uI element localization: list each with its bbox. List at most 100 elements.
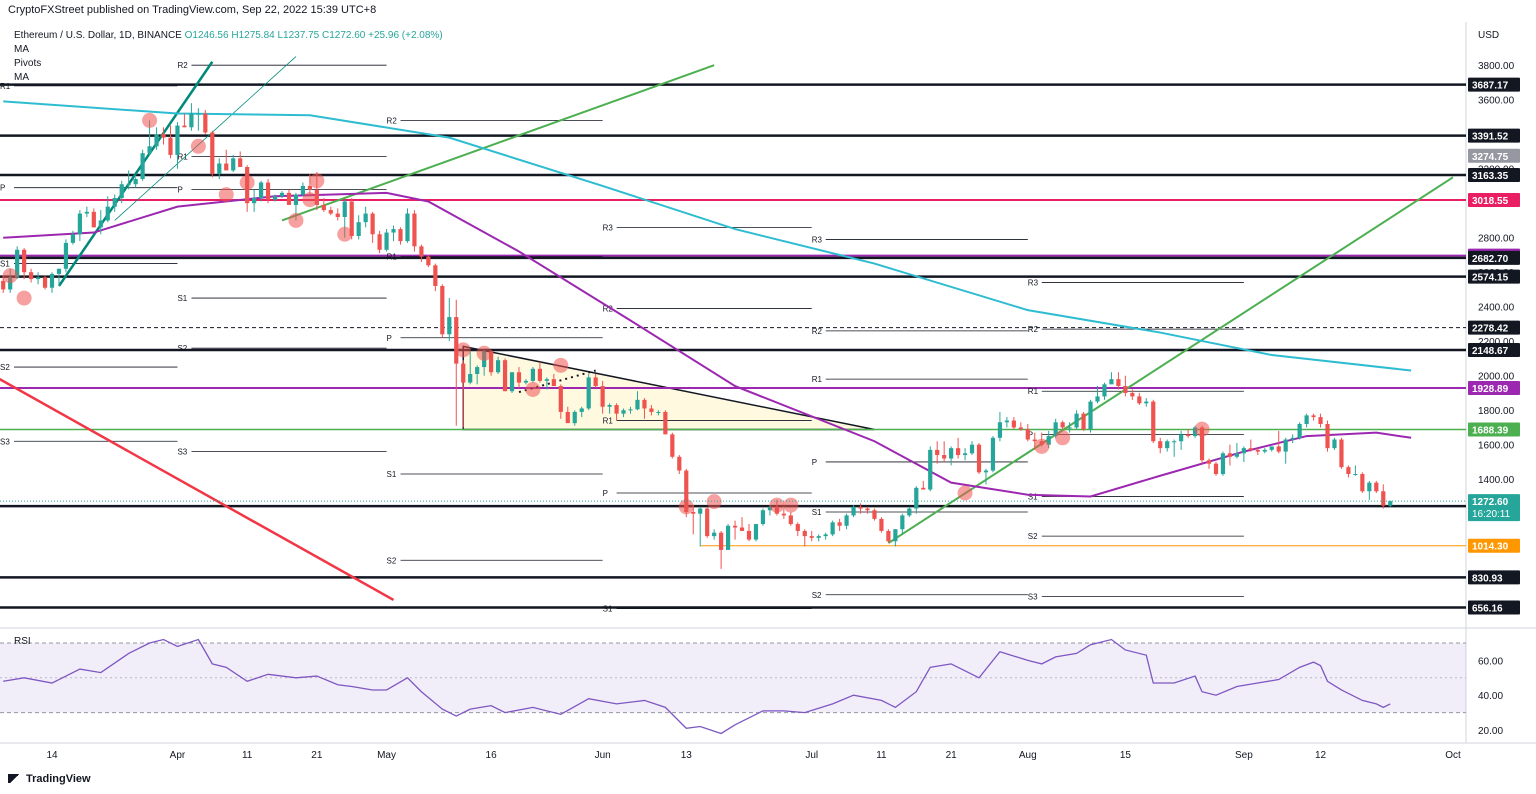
y-tick-label: 1600.00 — [1478, 441, 1515, 452]
y-tick-label: 3600.00 — [1478, 96, 1515, 107]
indicator-pivots[interactable]: Pivots — [14, 58, 42, 69]
candle-body — [656, 411, 661, 413]
candle-body — [537, 368, 542, 381]
candle-body — [607, 405, 612, 407]
level-tag — [1468, 570, 1520, 585]
candle-body — [921, 487, 926, 490]
highlight-marker — [783, 497, 799, 513]
candle-body — [1060, 422, 1065, 428]
highlight-marker — [190, 138, 206, 154]
highlight-marker — [337, 226, 353, 242]
candle-body — [182, 125, 187, 128]
candle-body — [983, 470, 989, 473]
ohlc-low: L1237.75 — [277, 30, 320, 41]
level-tag — [1468, 269, 1520, 284]
candle-body — [586, 377, 591, 409]
level-label: 3391.52 — [1472, 132, 1509, 143]
pivot-label: S1 — [0, 260, 10, 269]
candle-body — [900, 515, 905, 530]
candle-body — [321, 204, 326, 211]
indicator-ma-1[interactable]: MA — [14, 44, 29, 55]
candle-body — [502, 360, 508, 392]
candle-body — [872, 510, 877, 519]
candle-body — [990, 437, 996, 471]
pivot-label: S2 — [177, 344, 187, 353]
candle-body — [56, 268, 62, 274]
candle-body — [70, 234, 76, 243]
candle-body — [49, 273, 55, 288]
pivot-label: R2 — [603, 304, 614, 313]
pivot-label: R3 — [812, 235, 823, 244]
trendline-red — [0, 377, 395, 602]
candle-body — [377, 234, 382, 250]
candle-body — [1172, 441, 1177, 443]
candle-body — [914, 487, 919, 509]
candle-body — [823, 534, 828, 537]
candle-body — [1032, 439, 1037, 442]
candle-body — [363, 213, 368, 223]
x-tick-label: 14 — [46, 750, 58, 761]
candle-body — [426, 256, 431, 266]
candle-body — [1081, 413, 1086, 430]
candle-body — [1088, 401, 1093, 430]
pivot-label: S2 — [812, 591, 822, 600]
candle-body — [1262, 449, 1267, 452]
candle-body — [551, 379, 556, 387]
candle-body — [579, 408, 584, 412]
candle-body — [1276, 446, 1281, 452]
candle-body — [475, 367, 480, 374]
candle-body — [1179, 434, 1184, 442]
candle-body — [1388, 501, 1393, 506]
candle-body — [1025, 429, 1030, 440]
ohlc-close: C1272.60 — [322, 30, 366, 41]
candle-body — [1269, 446, 1274, 450]
level-label: 3687.17 — [1472, 81, 1509, 92]
indicator-ma-2[interactable]: MA — [14, 72, 29, 83]
candle-body — [196, 113, 201, 115]
candle-body — [1018, 427, 1023, 430]
candle-body — [1109, 379, 1114, 385]
pivot-label: S1 — [387, 470, 397, 479]
level-label: 830.93 — [1472, 573, 1503, 584]
candle-body — [928, 449, 933, 490]
candle-body — [1241, 448, 1246, 454]
candle-body — [1325, 424, 1330, 449]
candle-body — [614, 405, 619, 414]
x-tick-label: 13 — [681, 750, 693, 761]
x-tick-label: May — [377, 750, 396, 761]
pivot-label: R1 — [177, 153, 188, 162]
tradingview-logo[interactable]: TradingView — [8, 773, 91, 785]
candle-body — [1004, 420, 1009, 423]
candle-body — [865, 508, 870, 511]
candle-body — [1381, 491, 1386, 506]
candle-body — [140, 153, 145, 180]
candle-body — [558, 386, 563, 412]
candle-body — [802, 530, 807, 537]
candle-body — [293, 194, 299, 205]
candle-body — [719, 532, 724, 550]
candle-body — [509, 372, 515, 392]
pivot-label: P — [812, 458, 817, 467]
candle-body — [997, 422, 1003, 438]
candle-body — [1206, 460, 1212, 464]
candle-body — [1332, 439, 1337, 449]
y-tick-label: 3800.00 — [1478, 61, 1515, 72]
level-label: 3163.35 — [1472, 171, 1509, 182]
level-tag — [1468, 600, 1520, 615]
candle-body — [77, 213, 82, 235]
candle-body — [231, 158, 236, 171]
candle-body — [851, 506, 856, 516]
candle-body — [98, 220, 103, 228]
candle-body — [433, 265, 438, 286]
pivot-label: P — [177, 185, 182, 194]
last-price-label: 1272.60 — [1472, 497, 1509, 508]
candle-body — [516, 372, 522, 383]
candle-body — [1137, 396, 1142, 404]
pivot-label: S1 — [812, 508, 822, 517]
candle-body — [837, 522, 842, 526]
trendline-green-upper — [281, 64, 715, 222]
candle-body — [1067, 427, 1072, 429]
candle-body — [398, 229, 403, 242]
x-tick-label: Jul — [805, 750, 818, 761]
